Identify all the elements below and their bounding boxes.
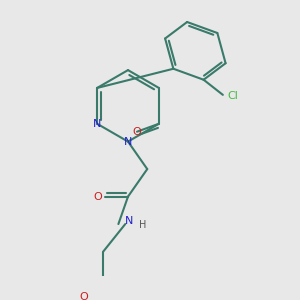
Text: N: N	[93, 119, 101, 129]
Text: O: O	[80, 292, 88, 300]
Text: O: O	[133, 127, 141, 137]
Text: H: H	[139, 220, 146, 230]
Text: N: N	[124, 136, 132, 147]
Text: O: O	[93, 192, 102, 202]
Text: N: N	[125, 216, 134, 226]
Text: Cl: Cl	[227, 91, 238, 101]
